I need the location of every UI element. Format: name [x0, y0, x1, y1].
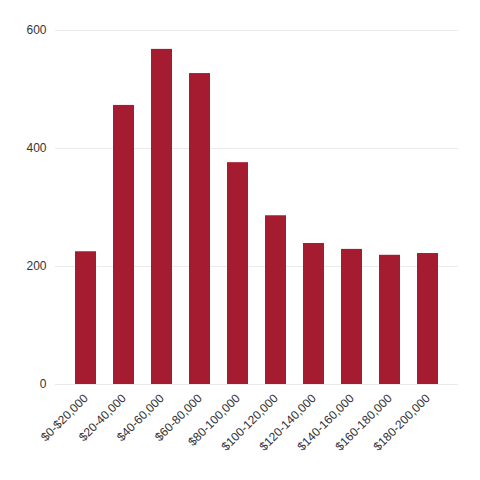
- svg-text:$100-120,000: $100-120,000: [218, 391, 281, 454]
- svg-text:$80-100,000: $80-100,000: [185, 391, 243, 449]
- svg-text:$180-200,000: $180-200,000: [371, 391, 434, 454]
- svg-text:0: 0: [40, 377, 47, 391]
- svg-text:$160-180,000: $160-180,000: [332, 391, 395, 454]
- svg-text:$0-$20,000: $0-$20,000: [38, 391, 91, 445]
- svg-text:$140-160,000: $140-160,000: [294, 391, 357, 454]
- svg-text:$20-40,000: $20-40,000: [76, 391, 129, 445]
- svg-text:$60-80,000: $60-80,000: [152, 391, 205, 445]
- svg-text:400: 400: [26, 141, 46, 155]
- svg-text:200: 200: [26, 259, 46, 273]
- svg-text:$120-140,000: $120-140,000: [256, 391, 319, 454]
- svg-text:600: 600: [26, 23, 46, 37]
- svg-text:$40-60,000: $40-60,000: [114, 391, 167, 445]
